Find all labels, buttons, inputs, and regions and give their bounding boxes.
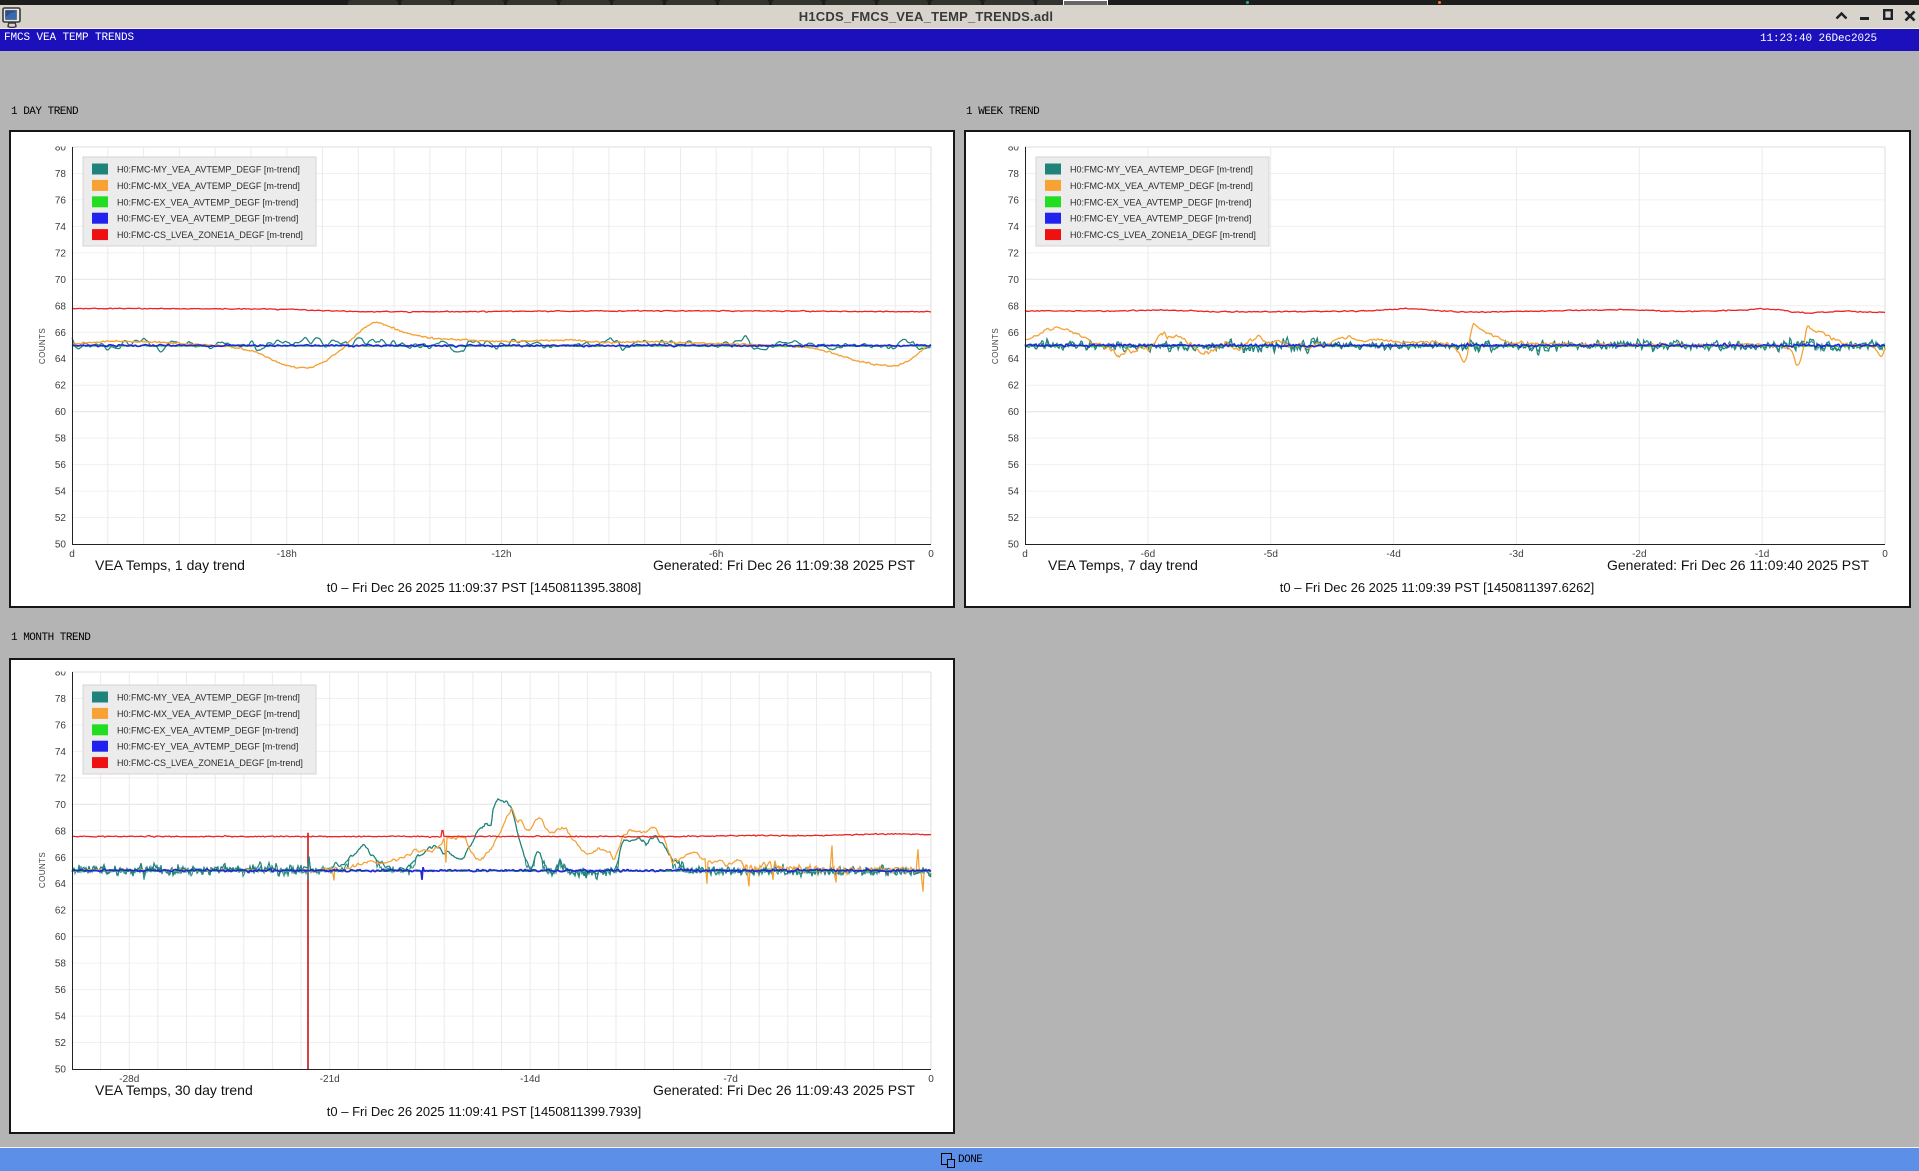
svg-text:Generated: Fri Dec 26 11:09:40: Generated: Fri Dec 26 11:09:40 2025 PST: [1607, 557, 1869, 573]
svg-text:76: 76: [55, 195, 67, 206]
svg-text:COUNTS: COUNTS: [991, 328, 1000, 364]
svg-text:68: 68: [55, 301, 67, 312]
svg-text:58: 58: [55, 434, 67, 445]
svg-text:54: 54: [55, 1012, 67, 1023]
svg-text:H0:FMC-MY_VEA_AVTEMP_DEGF [m-t: H0:FMC-MY_VEA_AVTEMP_DEGF [m-trend]: [117, 165, 300, 175]
svg-text:56: 56: [55, 460, 67, 471]
svg-text:H0:FMC-EX_VEA_AVTEMP_DEGF [m-t: H0:FMC-EX_VEA_AVTEMP_DEGF [m-trend]: [117, 725, 298, 735]
svg-text:H0:FMC-EY_VEA_AVTEMP_DEGF [m-t: H0:FMC-EY_VEA_AVTEMP_DEGF [m-trend]: [1070, 214, 1251, 224]
svg-text:76: 76: [55, 720, 67, 731]
svg-text:H0:FMC-EX_VEA_AVTEMP_DEGF [m-t: H0:FMC-EX_VEA_AVTEMP_DEGF [m-trend]: [1070, 197, 1251, 207]
svg-text:66: 66: [55, 853, 67, 864]
svg-text:H0:FMC-MX_VEA_AVTEMP_DEGF [m-t: H0:FMC-MX_VEA_AVTEMP_DEGF [m-trend]: [117, 709, 300, 719]
svg-text:H0:FMC-MY_VEA_AVTEMP_DEGF [m-t: H0:FMC-MY_VEA_AVTEMP_DEGF [m-trend]: [117, 693, 300, 703]
svg-text:-1d: -1d: [1755, 549, 1769, 560]
svg-text:H0:FMC-MX_VEA_AVTEMP_DEGF [m-t: H0:FMC-MX_VEA_AVTEMP_DEGF [m-trend]: [1070, 181, 1253, 191]
svg-text:H0:FMC-EY_VEA_AVTEMP_DEGF [m-t: H0:FMC-EY_VEA_AVTEMP_DEGF [m-trend]: [117, 742, 298, 752]
svg-text:COUNTS: COUNTS: [38, 328, 47, 364]
svg-text:-5d: -5d: [1263, 549, 1277, 560]
svg-text:t0 – Fri Dec 26 2025 11:09:39: t0 – Fri Dec 26 2025 11:09:39 PST [14508…: [1280, 580, 1594, 595]
svg-text:54: 54: [55, 487, 67, 498]
svg-text:d: d: [1022, 549, 1028, 560]
svg-text:72: 72: [1008, 248, 1020, 259]
svg-text:70: 70: [1008, 275, 1020, 286]
svg-text:-6d: -6d: [1141, 549, 1155, 560]
svg-text:52: 52: [1008, 513, 1020, 524]
svg-text:58: 58: [1008, 434, 1020, 445]
svg-text:0: 0: [928, 1074, 934, 1085]
svg-text:Generated: Fri Dec 26 11:09:38: Generated: Fri Dec 26 11:09:38 2025 PST: [653, 557, 915, 573]
svg-text:H0:FMC-EY_VEA_AVTEMP_DEGF [m-t: H0:FMC-EY_VEA_AVTEMP_DEGF [m-trend]: [117, 214, 298, 224]
svg-text:0: 0: [1882, 549, 1888, 560]
svg-text:H0:FMC-MY_VEA_AVTEMP_DEGF [m-t: H0:FMC-MY_VEA_AVTEMP_DEGF [m-trend]: [1070, 165, 1253, 175]
svg-text:62: 62: [55, 381, 67, 392]
svg-text:COUNTS: COUNTS: [38, 852, 47, 888]
svg-text:d: d: [69, 549, 75, 560]
svg-text:VEA Temps, 1 day trend: VEA Temps, 1 day trend: [95, 557, 245, 573]
svg-text:80: 80: [1008, 143, 1020, 154]
svg-text:50: 50: [55, 1065, 67, 1076]
svg-text:52: 52: [55, 1038, 67, 1049]
svg-text:52: 52: [55, 513, 67, 524]
svg-text:62: 62: [1008, 381, 1020, 392]
svg-text:80: 80: [55, 143, 67, 154]
svg-text:66: 66: [55, 328, 67, 339]
svg-text:t0 – Fri Dec 26 2025 11:09:41: t0 – Fri Dec 26 2025 11:09:41 PST [14508…: [327, 1104, 641, 1119]
svg-text:66: 66: [1008, 328, 1020, 339]
svg-text:54: 54: [1008, 487, 1020, 498]
svg-text:-21d: -21d: [320, 1074, 340, 1085]
svg-text:68: 68: [1008, 301, 1020, 312]
svg-text:78: 78: [1008, 169, 1020, 180]
svg-text:56: 56: [1008, 460, 1020, 471]
svg-text:74: 74: [55, 747, 67, 758]
svg-text:76: 76: [1008, 195, 1020, 206]
svg-text:56: 56: [55, 985, 67, 996]
svg-text:60: 60: [55, 932, 67, 943]
svg-text:H0:FMC-EX_VEA_AVTEMP_DEGF [m-t: H0:FMC-EX_VEA_AVTEMP_DEGF [m-trend]: [117, 197, 298, 207]
svg-text:62: 62: [55, 906, 67, 917]
svg-text:72: 72: [55, 248, 67, 259]
svg-text:68: 68: [55, 826, 67, 837]
svg-text:72: 72: [55, 773, 67, 784]
svg-text:-7d: -7d: [723, 1074, 737, 1085]
svg-text:78: 78: [55, 694, 67, 705]
svg-text:50: 50: [55, 540, 67, 551]
svg-text:64: 64: [55, 354, 67, 365]
svg-text:t0 – Fri Dec 26 2025 11:09:37: t0 – Fri Dec 26 2025 11:09:37 PST [14508…: [327, 580, 641, 595]
svg-text:70: 70: [55, 275, 67, 286]
svg-text:H0:FMC-CS_LVEA_ZONE1A_DEGF [m-: H0:FMC-CS_LVEA_ZONE1A_DEGF [m-trend]: [1070, 230, 1256, 240]
svg-text:H0:FMC-CS_LVEA_ZONE1A_DEGF [m-: H0:FMC-CS_LVEA_ZONE1A_DEGF [m-trend]: [117, 230, 303, 240]
svg-text:-6h: -6h: [709, 549, 723, 560]
svg-text:50: 50: [1008, 540, 1020, 551]
svg-text:64: 64: [55, 879, 67, 890]
svg-text:-3d: -3d: [1509, 549, 1523, 560]
svg-text:-28d: -28d: [119, 1074, 139, 1085]
svg-text:-2d: -2d: [1632, 549, 1646, 560]
svg-text:74: 74: [55, 222, 67, 233]
svg-text:Generated: Fri Dec 26 11:09:43: Generated: Fri Dec 26 11:09:43 2025 PST: [653, 1082, 915, 1098]
svg-text:60: 60: [55, 407, 67, 418]
svg-text:60: 60: [1008, 407, 1020, 418]
svg-text:-18h: -18h: [277, 549, 297, 560]
svg-text:74: 74: [1008, 222, 1020, 233]
svg-text:70: 70: [55, 800, 67, 811]
svg-text:-14d: -14d: [520, 1074, 540, 1085]
svg-text:-12h: -12h: [491, 549, 511, 560]
svg-text:80: 80: [55, 668, 67, 679]
svg-text:VEA Temps, 30 day trend: VEA Temps, 30 day trend: [95, 1082, 253, 1098]
svg-text:0: 0: [928, 549, 934, 560]
svg-text:78: 78: [55, 169, 67, 180]
svg-text:-4d: -4d: [1386, 549, 1400, 560]
svg-text:64: 64: [1008, 354, 1020, 365]
svg-text:58: 58: [55, 959, 67, 970]
svg-text:VEA Temps, 7 day trend: VEA Temps, 7 day trend: [1048, 557, 1198, 573]
svg-text:H0:FMC-CS_LVEA_ZONE1A_DEGF [m-: H0:FMC-CS_LVEA_ZONE1A_DEGF [m-trend]: [117, 758, 303, 768]
svg-text:H0:FMC-MX_VEA_AVTEMP_DEGF [m-t: H0:FMC-MX_VEA_AVTEMP_DEGF [m-trend]: [117, 181, 300, 191]
